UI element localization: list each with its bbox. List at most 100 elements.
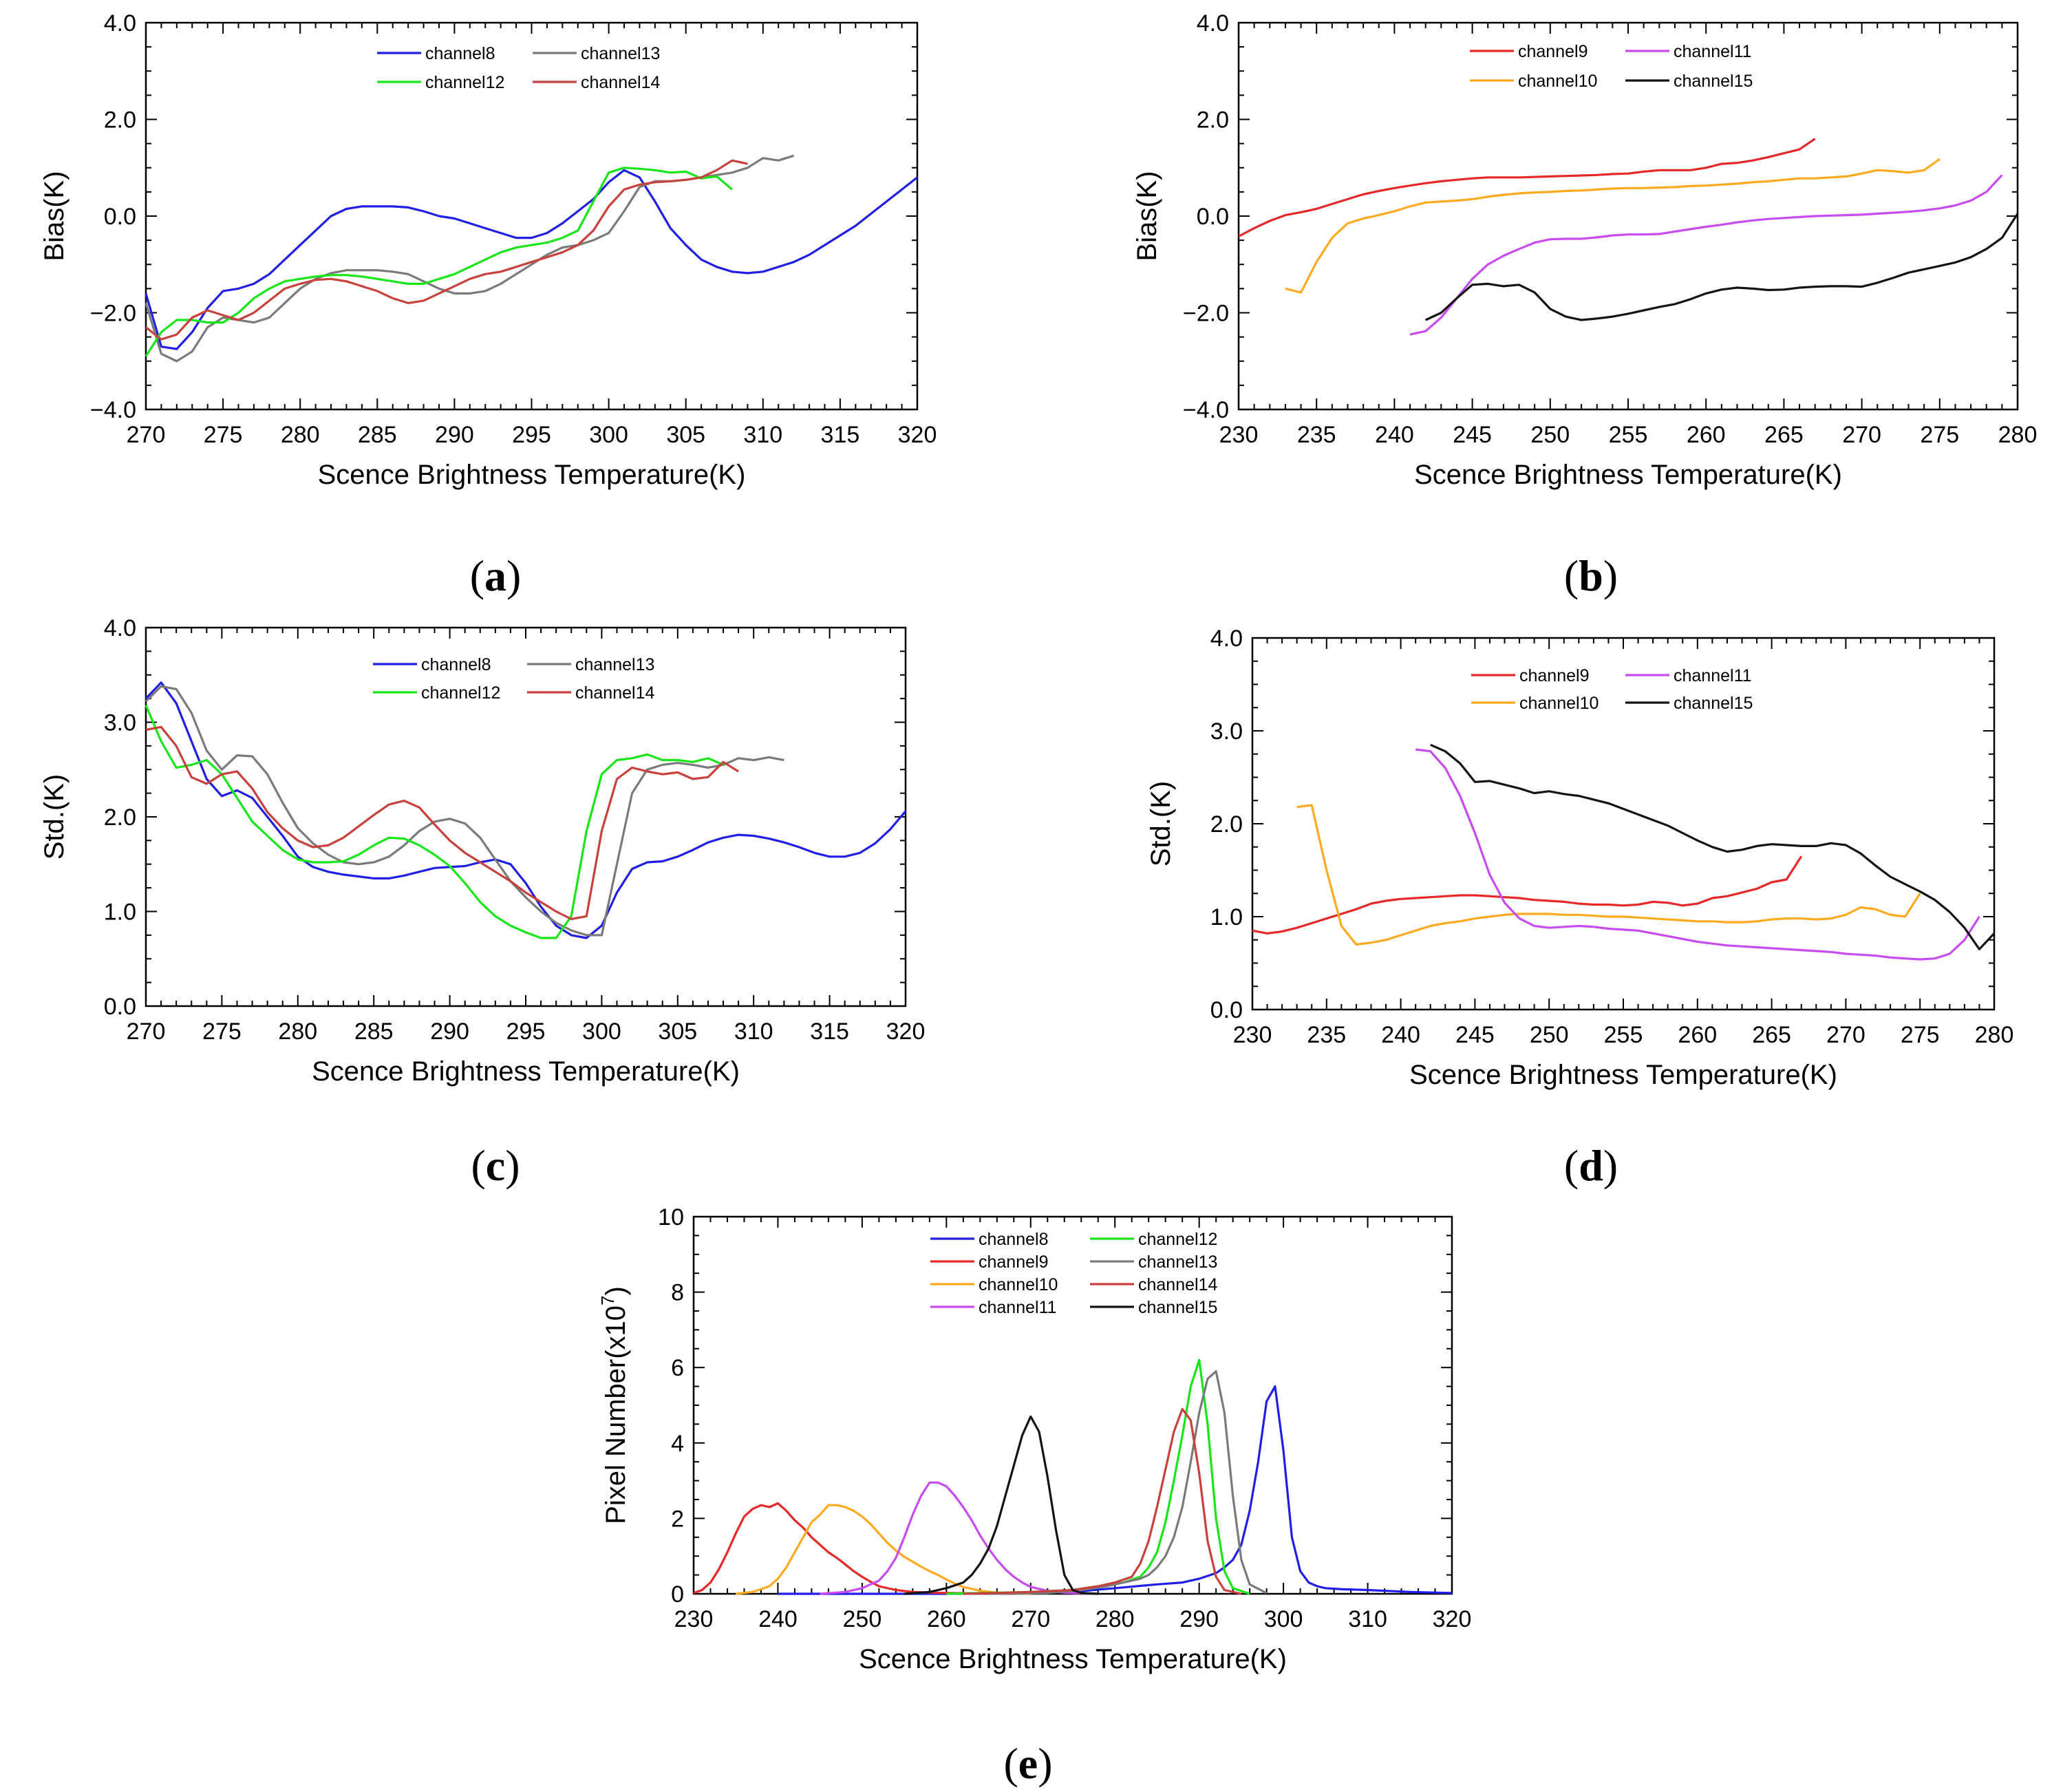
- x-tick-label: 275: [1920, 422, 1959, 448]
- x-tick-label: 260: [927, 1606, 966, 1632]
- legend-label-channel14: channel14: [581, 73, 660, 92]
- series-line-channel8: [778, 1385, 1453, 1595]
- x-tick-label: 300: [1264, 1606, 1303, 1632]
- y-tick-label: −4.0: [90, 397, 136, 423]
- x-tick-label: 315: [810, 1018, 849, 1045]
- x-tick-label: 280: [278, 1018, 317, 1045]
- x-tick-label: 320: [886, 1018, 926, 1045]
- series-line-channel11: [1409, 174, 2003, 336]
- series-line-channel9: [1252, 855, 1803, 935]
- x-tick-label: 245: [1453, 422, 1492, 448]
- legend-label-channel11: channel11: [1674, 666, 1752, 685]
- x-tick-label: 305: [666, 422, 705, 448]
- y-tick-label: 0: [671, 1581, 684, 1608]
- y-axis-label: Pixel Number(x107): [597, 1286, 631, 1524]
- x-axis-label: Scence Brightness Temperature(K): [1409, 1060, 1837, 1090]
- plot-frame: [1251, 637, 1996, 1011]
- y-tick-label: −4.0: [1183, 397, 1229, 423]
- legend-label-channel15: channel15: [1674, 694, 1753, 713]
- legend-label-channel10: channel10: [1518, 72, 1597, 91]
- y-tick-label: −2.0: [90, 301, 136, 327]
- y-tick-label: 10: [658, 1204, 684, 1230]
- legend-label-channel9: channel9: [979, 1252, 1048, 1272]
- plot-frame: [145, 626, 907, 1007]
- x-tick-label: 305: [658, 1018, 697, 1045]
- series-line-channel10: [1296, 804, 1921, 946]
- y-tick-label: 4.0: [104, 615, 136, 641]
- legend-label-channel8: channel8: [421, 655, 491, 674]
- legend-label-channel11: channel11: [979, 1298, 1057, 1317]
- x-tick-label: 230: [674, 1606, 714, 1632]
- x-tick-label: 315: [821, 422, 860, 448]
- legend-label-channel12: channel12: [425, 73, 504, 92]
- panel-label-a: (a): [470, 551, 522, 600]
- x-tick-label: 275: [1901, 1022, 1940, 1048]
- series-line-channel13: [145, 154, 795, 363]
- x-tick-label: 230: [1219, 422, 1259, 448]
- series-line-channel14: [145, 725, 739, 921]
- y-tick-label: 4: [671, 1431, 684, 1457]
- y-tick-label: 1.0: [1210, 904, 1243, 930]
- panel-label-e: (e): [1003, 1739, 1052, 1788]
- x-tick-label: 250: [1530, 1022, 1569, 1048]
- x-tick-label: 240: [1381, 1022, 1420, 1048]
- y-tick-label: 4.0: [1197, 10, 1229, 36]
- chart-panel-d: 230 235 240 245 250 255 260 265 270 275 280 0.0 1.0 2…: [1146, 626, 2013, 1190]
- y-tick-label: 2: [671, 1506, 684, 1532]
- legend-label-channel11: channel11: [1674, 42, 1752, 61]
- legend-label-channel8: channel8: [425, 44, 495, 63]
- chart-panel-b: 230 235 240 245 250 255 260 265 270 275 280 −4.0 −2.…: [1132, 10, 2037, 600]
- x-tick-label: 290: [430, 1018, 469, 1045]
- y-tick-label: 0.0: [1210, 997, 1243, 1023]
- x-tick-label: 320: [1433, 1606, 1472, 1632]
- x-tick-label: 255: [1604, 1022, 1643, 1048]
- series-line-channel10: [736, 1504, 1031, 1595]
- plot-frame: [145, 21, 919, 411]
- legend-label-channel15: channel15: [1674, 72, 1753, 91]
- x-tick-label: 300: [582, 1018, 621, 1045]
- x-tick-label: 265: [1752, 1022, 1791, 1048]
- series-line-channel12: [145, 705, 724, 939]
- legend-label-channel10: channel10: [979, 1275, 1058, 1294]
- x-tick-label: 285: [358, 422, 397, 448]
- x-tick-label: 310: [734, 1018, 773, 1045]
- y-tick-label: 2.0: [104, 804, 136, 831]
- series-line-channel15: [1425, 213, 2019, 321]
- y-tick-label: 2.0: [1197, 107, 1229, 134]
- series-line-channel13: [145, 685, 784, 937]
- series-line-channel14: [963, 1407, 1242, 1595]
- y-tick-label: 6: [671, 1355, 684, 1381]
- x-axis-label: Scence Brightness Temperature(K): [859, 1644, 1287, 1674]
- chart-panel-e: 230 240 250 260 270 280 290 300 310 320 0 2 4 6 8 10 Sce…: [597, 1204, 1471, 1788]
- legend-label-channel13: channel13: [581, 44, 660, 63]
- legend-label-channel8: channel8: [979, 1230, 1048, 1249]
- panel-label-b: (b): [1564, 551, 1618, 600]
- series-line-channel9: [693, 1502, 1014, 1595]
- x-tick-label: 280: [1998, 422, 2038, 448]
- panel-label-d: (d): [1564, 1141, 1618, 1190]
- chart-panel-c: 270 275 280 285 290 295 300 305 310 315 320 0.0 1.0 2…: [39, 615, 925, 1190]
- series-line-channel13: [988, 1370, 1268, 1595]
- y-tick-label: 2.0: [104, 107, 136, 134]
- x-axis-label: Scence Brightness Temperature(K): [1414, 460, 1842, 490]
- x-tick-label: 275: [204, 422, 243, 448]
- x-tick-label: 270: [1826, 1022, 1866, 1048]
- x-tick-label: 250: [1530, 422, 1570, 448]
- legend-label-channel15: channel15: [1138, 1298, 1217, 1317]
- x-tick-label: 255: [1609, 422, 1648, 448]
- x-tick-label: 280: [1975, 1022, 2014, 1048]
- y-tick-label: 4.0: [1210, 626, 1243, 652]
- x-tick-label: 300: [589, 422, 628, 448]
- x-tick-label: 310: [743, 422, 782, 448]
- x-tick-label: 240: [1375, 422, 1414, 448]
- x-tick-label: 270: [127, 422, 166, 448]
- x-tick-label: 260: [1678, 1022, 1717, 1048]
- y-tick-label: 0.0: [1197, 204, 1229, 230]
- x-tick-label: 270: [1842, 422, 1881, 448]
- x-tick-label: 230: [1233, 1022, 1272, 1048]
- series-line-channel12: [145, 167, 734, 357]
- x-tick-label: 290: [435, 422, 474, 448]
- x-tick-label: 235: [1297, 422, 1336, 448]
- legend-label-channel14: channel14: [1138, 1275, 1217, 1294]
